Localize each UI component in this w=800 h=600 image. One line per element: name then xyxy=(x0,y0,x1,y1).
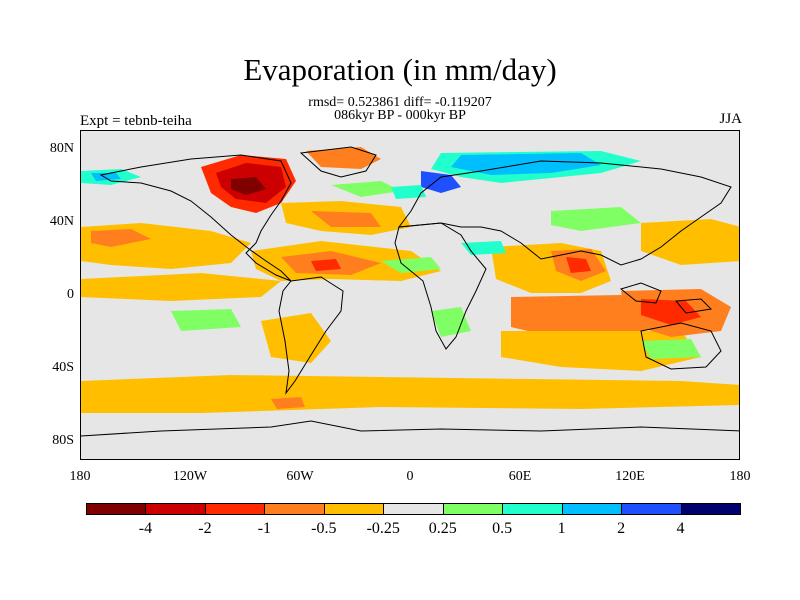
lon-tick-label: 180 xyxy=(729,469,751,484)
colorbar-swatch xyxy=(680,503,741,515)
anomaly-patch-asia-green xyxy=(551,207,641,231)
lat-tick-label: 0 xyxy=(67,287,74,302)
anomaly-patch-bay-bengal-core xyxy=(566,257,591,273)
anomaly-patch-atlantic-green xyxy=(381,257,441,273)
anomaly-patch-southern-red xyxy=(271,397,305,409)
anomaly-patch-eurasia-cyan xyxy=(391,185,426,199)
colorbar-label: -0.25 xyxy=(366,520,400,537)
colorbar-swatch xyxy=(383,503,444,515)
colorbar-swatch xyxy=(561,503,623,515)
stats-text: rmsd= 0.523861 diff= -0.119207 086kyr BP… xyxy=(0,95,800,123)
coastlines xyxy=(81,146,739,437)
stats-rmsd-line: rmsd= 0.523861 diff= -0.119207 xyxy=(308,95,492,110)
anomaly-patch-tropical-pacific xyxy=(81,273,281,301)
lon-tick-label: 180 xyxy=(69,469,91,484)
colorbar-swatch xyxy=(502,503,563,515)
colorbar-label: -0.5 xyxy=(311,520,337,537)
map-canvas xyxy=(81,146,739,437)
coast-maritime xyxy=(619,282,713,314)
lon-tick-label: 120E xyxy=(615,469,645,484)
anomaly-patch-pacific-green xyxy=(171,309,241,331)
colorbar-swatch xyxy=(621,503,682,515)
colorbar-swatch xyxy=(204,503,266,515)
lat-tick-label: 80N xyxy=(49,141,74,156)
anomaly-patch-africa-green xyxy=(461,241,506,255)
lat-tick-label: 40S xyxy=(52,360,74,375)
experiment-label: Expt = tebnb-teiha xyxy=(80,113,192,129)
coast-greenland xyxy=(299,146,377,178)
coast-north-america xyxy=(99,154,292,282)
lon-tick-label: 0 xyxy=(406,469,414,484)
coast-eurasia xyxy=(397,160,732,266)
lat-tick-label: 40N xyxy=(49,214,74,229)
colorbar-label: 0.25 xyxy=(428,520,457,537)
lon-tick-label: 60E xyxy=(508,469,532,484)
coast-australia xyxy=(640,322,722,370)
colorbar-label: -2 xyxy=(198,520,212,537)
coast-antarctica xyxy=(81,420,739,437)
colorbar-swatch xyxy=(264,503,325,515)
coast-africa xyxy=(394,222,487,350)
anomaly-patch-se-pacific xyxy=(261,313,331,363)
season-label: JJA xyxy=(719,111,742,127)
colorbar-swatch xyxy=(145,503,206,515)
colorbar-label: 1 xyxy=(557,520,566,537)
anomaly-field xyxy=(81,147,739,413)
stats-period-line: 086kyr BP - 000kyr BP xyxy=(334,108,466,123)
anomaly-patch-greenland xyxy=(306,147,381,169)
map-title: Evaporation (in mm/day) xyxy=(243,52,557,87)
anomaly-patch-hudson xyxy=(231,177,266,195)
colorbar-label: 2 xyxy=(617,520,626,537)
anomaly-patch-nw-pacific xyxy=(641,219,739,265)
anomaly-patch-n-pacific-core xyxy=(91,229,151,247)
anomaly-patch-scandinavia xyxy=(421,171,461,193)
colorbar-label: 4 xyxy=(676,520,685,537)
anomaly-patch-australia-green xyxy=(641,339,701,359)
anomaly-patch-s-atlantic-green xyxy=(431,307,471,337)
anomaly-patch-southern-ocean xyxy=(81,375,739,413)
lon-tick-label: 120W xyxy=(172,469,208,484)
coast-south-america xyxy=(278,276,344,395)
colorbar-label: -1 xyxy=(257,520,272,537)
anomaly-patch-n-atlantic-core xyxy=(311,211,381,227)
colorbar-label: 0.5 xyxy=(492,520,513,537)
anomaly-patch-caribbean-red xyxy=(311,259,341,271)
anomaly-patch-maritime-core xyxy=(641,299,701,325)
colorbar-swatch xyxy=(86,503,147,515)
colorbar-swatch xyxy=(323,503,385,515)
colorbar-label: -4 xyxy=(138,520,153,537)
lon-tick-label: 60W xyxy=(286,469,314,484)
evaporation-map xyxy=(80,130,740,460)
lat-tick-label: 80S xyxy=(52,433,74,448)
colorbar-swatch xyxy=(442,503,504,515)
anomaly-patch-alaska-core xyxy=(91,173,121,181)
anomaly-patch-siberia-green xyxy=(331,181,401,197)
